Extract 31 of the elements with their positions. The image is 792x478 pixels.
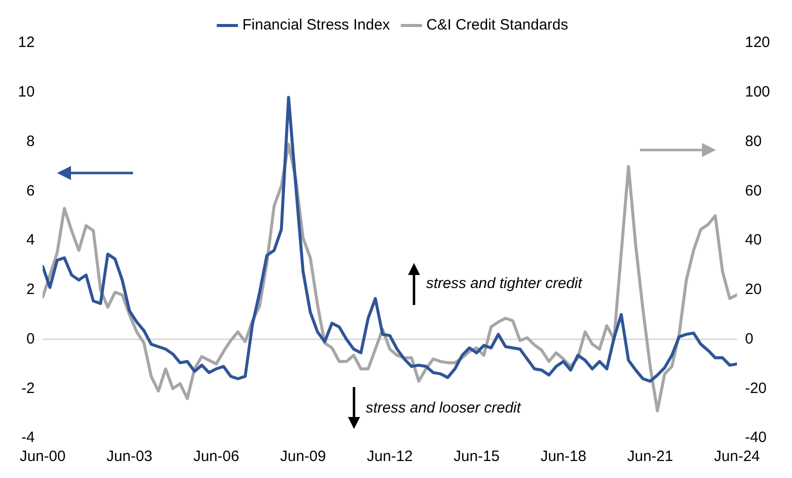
y2-tick-label: 40	[744, 232, 762, 249]
x-tick-label: Jun-15	[454, 448, 500, 466]
x-tick-label: Jun-24	[714, 448, 760, 466]
annotation: stress and tighter credit	[426, 275, 583, 292]
y-tick-label: -4	[21, 429, 35, 446]
x-tick-label: Jun-03	[106, 448, 152, 466]
y2-tick-label: 100	[744, 84, 770, 101]
y-tick-label: 4	[26, 232, 35, 249]
x-tick-label: Jun-18	[540, 448, 586, 466]
x-tick-label: Jun-06	[193, 448, 240, 466]
y2-tick-label: -40	[744, 429, 767, 446]
x-tick-label: Jun-21	[627, 448, 674, 466]
annotation: stress and looser credit	[366, 400, 522, 417]
y2-tick-label: 0	[744, 330, 754, 348]
y-tick-label: -2	[21, 380, 35, 397]
y-tick-label: 12	[18, 34, 35, 52]
y-tick-label: 2	[26, 281, 35, 298]
y2-tick-label: 20	[744, 281, 762, 298]
legend-label: Financial Stress Index	[242, 16, 390, 34]
y2-tick-label: 80	[744, 132, 762, 150]
y2-tick-label: 120	[744, 34, 770, 52]
x-tick-label: Jun-12	[366, 448, 413, 466]
x-tick-label: Jun-09	[280, 448, 326, 466]
y-tick-label: 0	[26, 330, 35, 348]
y2-tick-label: 60	[744, 182, 762, 200]
x-tick-label: Jun-00	[20, 448, 66, 466]
y2-tick-label: -20	[744, 380, 767, 397]
y-tick-label: 6	[26, 182, 35, 200]
y-tick-label: 10	[18, 84, 35, 101]
legend-label: C&I Credit Standards	[426, 16, 568, 34]
y-tick-label: 8	[26, 132, 35, 150]
